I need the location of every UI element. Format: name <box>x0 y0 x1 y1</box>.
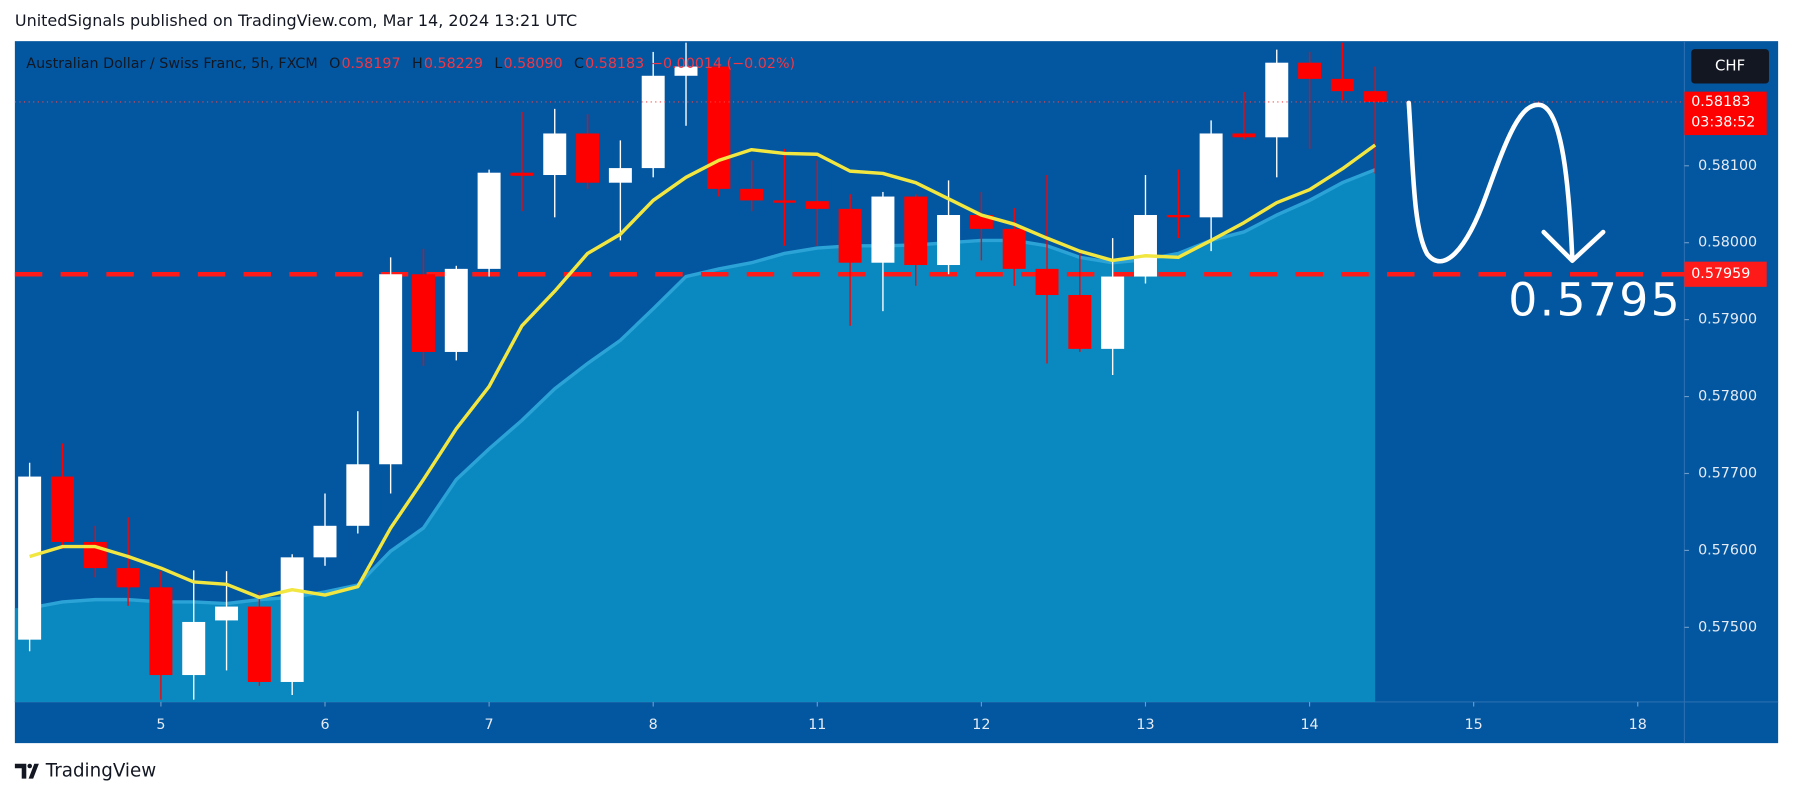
symbol-legend: Australian Dollar / Swiss Franc, 5h, FXC… <box>26 56 795 72</box>
x-tick-label: 6 <box>320 717 329 733</box>
legend-part: C <box>574 56 584 72</box>
candle-body <box>608 168 632 183</box>
candle-body <box>1232 133 1256 138</box>
legend-part: O <box>329 56 340 72</box>
candle-body <box>707 66 731 189</box>
candle-body <box>871 196 895 263</box>
x-tick-label: 13 <box>1136 717 1154 733</box>
candle-body <box>1265 62 1289 138</box>
target-annotation: 0.5795 <box>1508 273 1682 326</box>
candle-body <box>740 188 764 201</box>
legend-part: H <box>412 56 423 72</box>
candle-body <box>1363 91 1387 102</box>
candle-body <box>346 464 370 526</box>
y-tick-label: 0.57700 <box>1698 465 1757 481</box>
x-tick-label: 14 <box>1300 717 1318 733</box>
legend-part: 0.58090 <box>504 56 563 72</box>
moving-average-area <box>14 169 1376 702</box>
y-tick-label: 0.57900 <box>1698 312 1757 328</box>
legend-part: L <box>494 56 502 72</box>
currency-label: CHF <box>1715 56 1745 74</box>
legend-part: Australian Dollar / Swiss Franc, 5h, FXC… <box>26 56 317 72</box>
support-level-tag <box>1684 261 1767 287</box>
hand-drawn-arrow <box>1406 100 1575 264</box>
candle-body <box>510 172 534 176</box>
candle-body <box>1330 78 1354 92</box>
candle-body <box>379 274 403 465</box>
candle-body <box>805 201 829 209</box>
candle-body <box>116 568 140 588</box>
y-tick-label: 0.57500 <box>1698 619 1757 635</box>
candle-body <box>904 196 928 266</box>
legend-part: 0.58197 <box>341 56 400 72</box>
y-tick-label: 0.57800 <box>1698 389 1757 405</box>
candle-body <box>1101 276 1125 349</box>
candle-body <box>641 75 665 169</box>
last-price-label: 0.58183 <box>1691 94 1750 110</box>
x-tick-label: 5 <box>156 717 165 733</box>
plot-area <box>14 42 1685 702</box>
candle-body <box>772 200 796 203</box>
candle-body <box>674 66 698 76</box>
legend-part: 0.58183 <box>585 56 644 72</box>
candle-body <box>1166 215 1190 218</box>
legend-part: 0.58229 <box>424 56 483 72</box>
bar-countdown: 03:38:52 <box>1691 115 1755 131</box>
candle-body <box>838 208 862 263</box>
brand-name: TradingView <box>45 761 157 782</box>
x-tick-label: 12 <box>972 717 990 733</box>
support-level-label: 0.57959 <box>1691 266 1750 282</box>
x-tick-label: 18 <box>1629 717 1647 733</box>
x-tick-label: 7 <box>485 717 494 733</box>
logo-dot <box>27 763 33 769</box>
tradingview-logo: TradingView <box>14 761 157 782</box>
last-price-tag <box>1684 91 1767 136</box>
x-tick-label: 11 <box>808 717 826 733</box>
candle-body <box>576 133 600 183</box>
publish-header: UnitedSignals published on TradingView.c… <box>15 11 577 30</box>
candle-body <box>149 587 173 676</box>
candle-body <box>1199 133 1223 218</box>
y-tick-label: 0.58000 <box>1698 235 1757 251</box>
candle-body <box>1068 295 1092 349</box>
moving-average-line <box>29 143 1377 600</box>
candle-body <box>280 557 304 682</box>
candle-body <box>1035 268 1059 296</box>
candle-body <box>182 621 206 676</box>
candle-body <box>543 133 567 176</box>
y-tick-label: 0.58100 <box>1698 158 1757 174</box>
candle-body <box>313 525 337 558</box>
candle-body <box>247 606 271 682</box>
y-tick-label: 0.57600 <box>1698 542 1757 558</box>
candle-body <box>1133 215 1157 277</box>
candle-body <box>411 274 435 352</box>
logo-icon <box>14 763 39 779</box>
candle-body <box>1298 62 1322 79</box>
candle-body <box>937 215 961 266</box>
candle-body <box>477 172 501 269</box>
candle-body <box>215 606 239 621</box>
candle-body <box>18 476 42 640</box>
currency-box <box>1691 49 1769 84</box>
candle-body <box>50 476 74 542</box>
candle-body <box>1002 228 1026 269</box>
x-tick-label: 15 <box>1465 717 1483 733</box>
legend-part: −0.00014 (−0.02%) <box>651 56 795 72</box>
arrow-head <box>1541 229 1606 263</box>
overlay-layer: 0.57959 0.58183 03:38:52 CHF 0.57500 0.57600 0… <box>14 49 1769 733</box>
candle-body <box>444 268 468 352</box>
x-tick-label: 8 <box>649 717 658 733</box>
candle-body <box>969 215 993 229</box>
